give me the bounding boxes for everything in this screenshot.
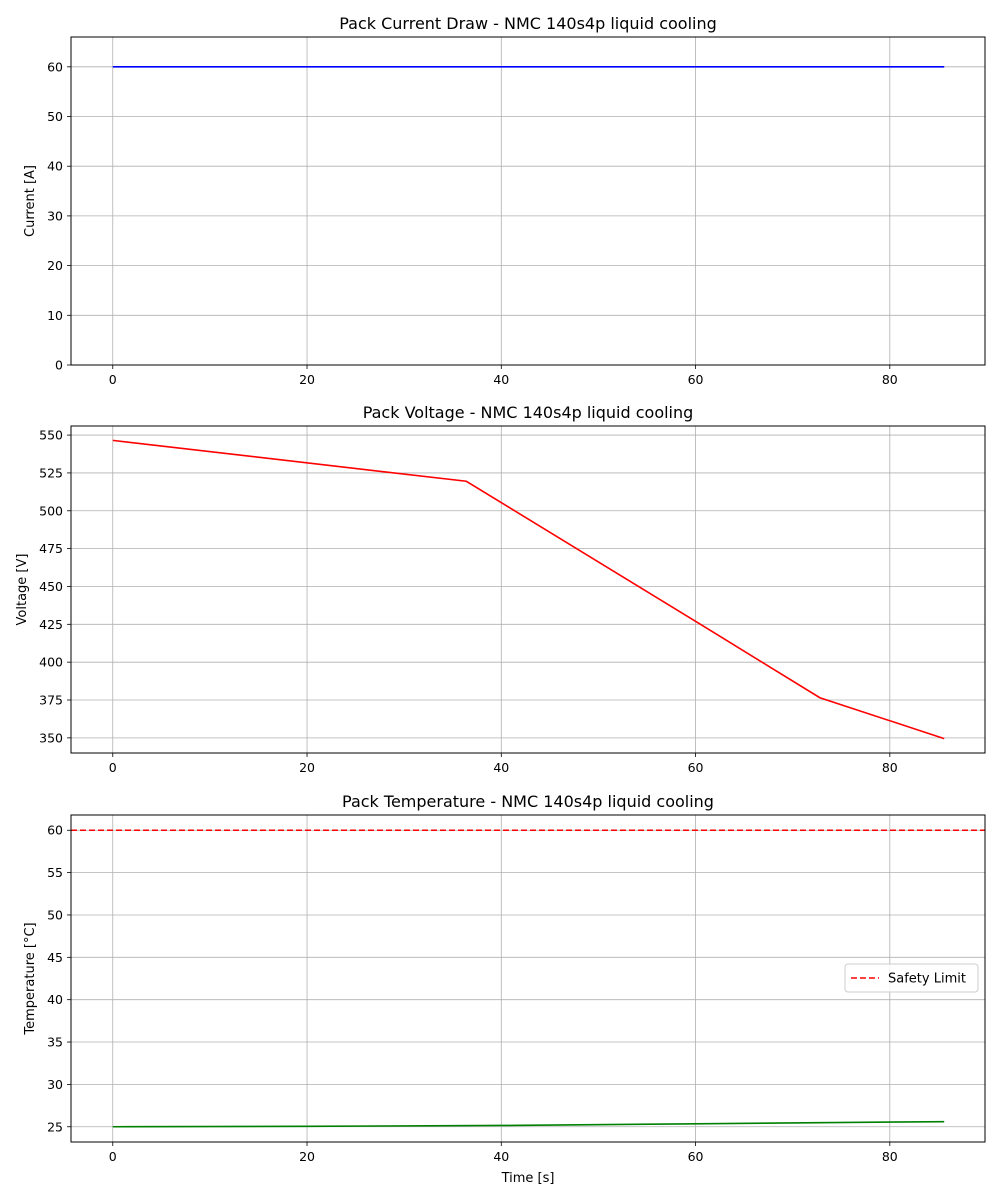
y-tick-label: 25 [47,1119,63,1134]
y-axis-label: Current [A] [23,165,38,237]
plot-frame [70,814,986,1143]
x-tick-label: 0 [109,760,117,775]
y-tick-label: 10 [47,308,63,323]
x-tick-label: 40 [493,760,509,775]
y-tick-label: 0 [55,358,63,373]
y-axis-label: Temperature [°C] [23,922,38,1035]
y-tick-label: 475 [39,541,63,556]
x-tick-label: 20 [299,372,315,387]
y-tick-label: 60 [47,59,63,74]
x-tick-label: 80 [882,1149,898,1164]
legend-box [844,963,979,993]
x-tick-label: 20 [299,760,315,775]
y-tick-label: 60 [47,823,63,838]
y-tick-label: 375 [39,693,63,708]
plot-frame [70,425,986,754]
chart-title: Pack Temperature - NMC 140s4p liquid coo… [342,792,714,811]
y-tick-label: 525 [39,465,63,480]
y-tick-label: 45 [47,950,63,965]
x-tick-label: 40 [493,1149,509,1164]
x-tick-label: 60 [688,760,704,775]
x-tick-label: 0 [109,1149,117,1164]
x-tick-label: 80 [882,372,898,387]
y-axis-label: Voltage [V] [15,554,30,626]
y-tick-label: 20 [47,258,63,273]
y-tick-label: 55 [47,865,63,880]
chart-title: Pack Current Draw - NMC 140s4p liquid co… [339,14,717,33]
x-tick-label: 40 [493,372,509,387]
y-tick-label: 500 [39,503,63,518]
legend: Safety Limit [844,963,979,993]
legend-label: Safety Limit [888,972,966,987]
series-line-1 [112,1120,945,1128]
x-tick-label: 60 [688,1149,704,1164]
chart-panel-3: 0 20 40 60 80 25 30 35 40 45 50 55 60 Pack Temperatur… [23,792,986,1186]
y-tick-label: 40 [47,159,63,174]
y-tick-label: 50 [47,109,63,124]
y-tick-label: 450 [39,579,63,594]
chart-panel-1: 0 20 40 60 80 0 10 20 30 40 50 60 Pack Current Draw … [23,14,986,387]
y-tick-label: 350 [39,730,63,745]
series-line-1 [112,439,945,740]
plot-frame [70,36,986,366]
x-tick-label: 80 [882,760,898,775]
x-tick-label: 20 [299,1149,315,1164]
y-tick-label: 425 [39,617,63,632]
x-tick-label: 0 [109,372,117,387]
y-tick-label: 30 [47,1077,63,1092]
y-tick-label: 30 [47,208,63,223]
y-tick-label: 550 [39,428,63,443]
x-tick-label: 60 [688,372,704,387]
chart-panel-2: 0 20 40 60 80 350 375 400 425 450 475 500 525 550 Pack… [15,403,986,775]
chart-title: Pack Voltage - NMC 140s4p liquid cooling [363,403,694,422]
x-axis-label: Time [s] [501,1171,555,1186]
y-tick-label: 35 [47,1035,63,1050]
y-tick-label: 40 [47,992,63,1007]
y-tick-label: 400 [39,655,63,670]
y-tick-label: 50 [47,907,63,922]
